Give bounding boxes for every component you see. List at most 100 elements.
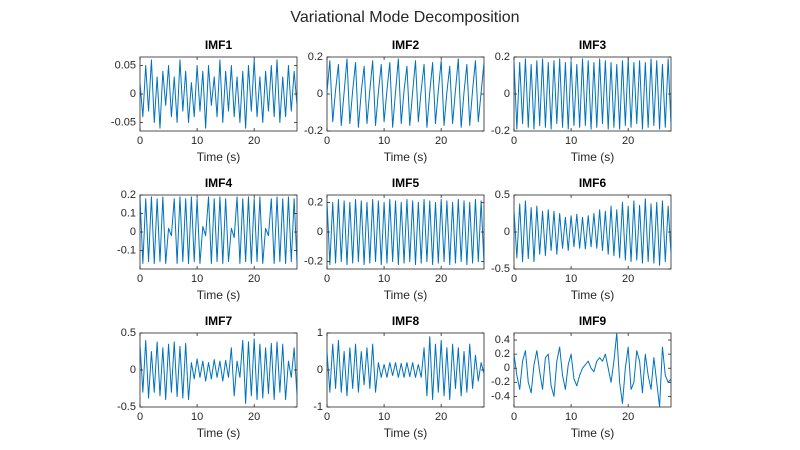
y-tick-label: -0.2: [304, 125, 323, 137]
signal-line: [140, 338, 297, 404]
plot-area: [514, 198, 671, 266]
y-tick-label: 0: [504, 88, 510, 100]
x-tick-label: 20: [435, 135, 447, 147]
x-axis-label: Time (s): [571, 150, 615, 164]
x-axis-label: Time (s): [571, 426, 615, 440]
x-axis-label: Time (s): [384, 426, 428, 440]
plot-area: [327, 198, 484, 266]
y-tick-label: 0: [504, 362, 510, 374]
plot-area: [514, 333, 671, 407]
x-axis-label: Time (s): [197, 150, 241, 164]
x-tick-label: 10: [191, 411, 203, 423]
y-tick-label: 0: [130, 364, 136, 376]
subplot-title: IMF1: [205, 38, 233, 52]
x-tick-label: 0: [324, 411, 330, 423]
y-tick-label: -1: [313, 401, 323, 413]
x-tick-label: 0: [511, 411, 517, 423]
subplot-title: IMF3: [579, 38, 607, 52]
signal-line: [140, 59, 297, 129]
x-tick-label: 0: [137, 273, 143, 285]
x-axis-label: Time (s): [384, 150, 428, 164]
y-tick-label: -0.2: [304, 256, 323, 268]
signal-line: [327, 198, 484, 266]
signal-line: [327, 336, 484, 401]
y-tick-label: 0.05: [115, 59, 136, 71]
y-tick-label: 0: [317, 88, 323, 100]
x-tick-label: 0: [511, 135, 517, 147]
subplot-title: IMF4: [205, 176, 233, 190]
plot-area: [140, 338, 297, 404]
y-tick-label: -0.5: [117, 401, 136, 413]
y-tick-label: 0.2: [121, 189, 136, 201]
y-tick-label: 0.5: [495, 189, 510, 201]
plot-area: [140, 59, 297, 129]
subplot: 0 10 20 -0.4 -0.2 0 0.2 0.4 IMF9 Time (s): [491, 314, 672, 440]
x-tick-label: 20: [248, 411, 260, 423]
signal-line: [514, 198, 671, 266]
y-tick-label: -0.1: [117, 244, 136, 256]
y-tick-label: 0: [317, 364, 323, 376]
y-tick-label: 1: [317, 327, 323, 339]
y-tick-label: -0.2: [491, 125, 510, 137]
subplot-title: IMF5: [392, 176, 420, 190]
subplot-title: IMF7: [205, 314, 233, 328]
y-tick-label: 0: [317, 226, 323, 238]
signal-line: [514, 58, 671, 130]
x-axis-label: Time (s): [571, 288, 615, 302]
subplot-title: IMF8: [392, 314, 420, 328]
x-axis-label: Time (s): [384, 288, 428, 302]
y-tick-label: -0.4: [491, 390, 510, 402]
plot-area: [140, 196, 297, 264]
x-tick-label: 0: [324, 273, 330, 285]
y-tick-label: 0.2: [308, 51, 323, 63]
y-tick-label: 0.1: [121, 207, 136, 219]
subplot: 0 10 20 -0.1 0 0.1 0.2 IMF4 Time (s): [117, 176, 298, 302]
y-tick-label: 0.4: [495, 334, 510, 346]
x-tick-label: 20: [435, 273, 447, 285]
x-tick-label: 20: [622, 135, 634, 147]
x-tick-label: 20: [248, 135, 260, 147]
subplot-title: IMF9: [579, 314, 607, 328]
plot-area: [514, 58, 671, 130]
x-tick-label: 10: [565, 135, 577, 147]
x-tick-label: 10: [378, 135, 390, 147]
y-tick-label: 0: [130, 226, 136, 238]
x-axis-label: Time (s): [197, 426, 241, 440]
y-tick-label: -0.5: [491, 263, 510, 275]
y-tick-label: 0.2: [495, 348, 510, 360]
x-tick-label: 0: [324, 135, 330, 147]
y-tick-label: 0: [130, 88, 136, 100]
y-tick-label: 0.2: [495, 51, 510, 63]
signal-line: [514, 333, 671, 407]
subplot-title: IMF6: [579, 176, 607, 190]
y-tick-label: 0: [504, 226, 510, 238]
x-tick-label: 10: [378, 411, 390, 423]
y-tick-label: -0.05: [111, 116, 136, 128]
plot-area: [327, 58, 484, 128]
signal-line: [140, 196, 297, 264]
x-tick-label: 10: [565, 273, 577, 285]
signal-line: [327, 58, 484, 128]
x-tick-label: 0: [137, 411, 143, 423]
subplot-title: IMF2: [392, 38, 420, 52]
x-tick-label: 10: [191, 135, 203, 147]
x-tick-label: 0: [137, 135, 143, 147]
x-tick-label: 10: [565, 411, 577, 423]
x-tick-label: 20: [248, 273, 260, 285]
x-tick-label: 0: [511, 273, 517, 285]
x-tick-label: 20: [435, 411, 447, 423]
figure-title: Variational Mode Decomposition: [290, 9, 519, 26]
x-tick-label: 20: [622, 273, 634, 285]
plot-area: [327, 336, 484, 401]
y-tick-label: 0.5: [121, 327, 136, 339]
x-tick-label: 10: [191, 273, 203, 285]
x-axis-label: Time (s): [197, 288, 241, 302]
